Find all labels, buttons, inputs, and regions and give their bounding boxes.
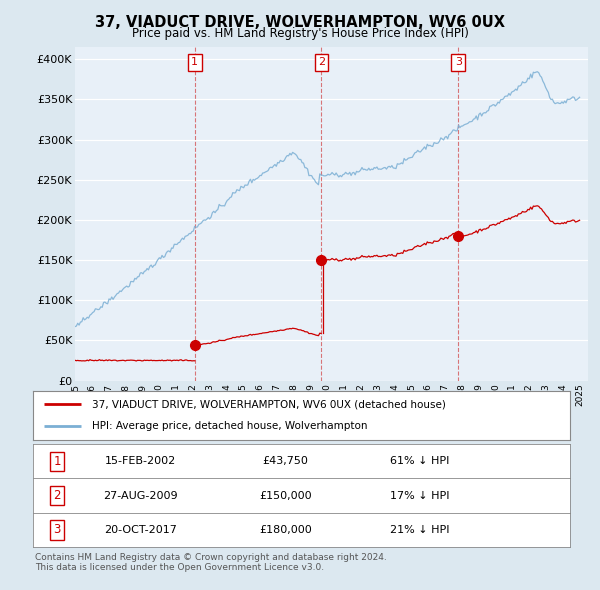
Text: 2: 2 xyxy=(318,57,325,67)
Text: £150,000: £150,000 xyxy=(259,491,312,500)
Text: 61% ↓ HPI: 61% ↓ HPI xyxy=(390,457,449,466)
Text: 21% ↓ HPI: 21% ↓ HPI xyxy=(390,525,449,535)
Text: 1: 1 xyxy=(191,57,198,67)
Text: 37, VIADUCT DRIVE, WOLVERHAMPTON, WV6 0UX: 37, VIADUCT DRIVE, WOLVERHAMPTON, WV6 0U… xyxy=(95,15,505,30)
Text: 3: 3 xyxy=(53,523,61,536)
Text: 17% ↓ HPI: 17% ↓ HPI xyxy=(390,491,449,500)
Text: 3: 3 xyxy=(455,57,462,67)
Text: 20-OCT-2017: 20-OCT-2017 xyxy=(104,525,177,535)
Text: Contains HM Land Registry data © Crown copyright and database right 2024.
This d: Contains HM Land Registry data © Crown c… xyxy=(35,553,386,572)
Text: 1: 1 xyxy=(53,455,61,468)
Text: £180,000: £180,000 xyxy=(259,525,312,535)
Text: 37, VIADUCT DRIVE, WOLVERHAMPTON, WV6 0UX (detached house): 37, VIADUCT DRIVE, WOLVERHAMPTON, WV6 0U… xyxy=(92,399,446,409)
Text: 15-FEB-2002: 15-FEB-2002 xyxy=(105,457,176,466)
Text: HPI: Average price, detached house, Wolverhampton: HPI: Average price, detached house, Wolv… xyxy=(92,421,368,431)
Text: £43,750: £43,750 xyxy=(262,457,308,466)
Text: 2: 2 xyxy=(53,489,61,502)
Text: 27-AUG-2009: 27-AUG-2009 xyxy=(103,491,178,500)
Text: Price paid vs. HM Land Registry's House Price Index (HPI): Price paid vs. HM Land Registry's House … xyxy=(131,27,469,40)
